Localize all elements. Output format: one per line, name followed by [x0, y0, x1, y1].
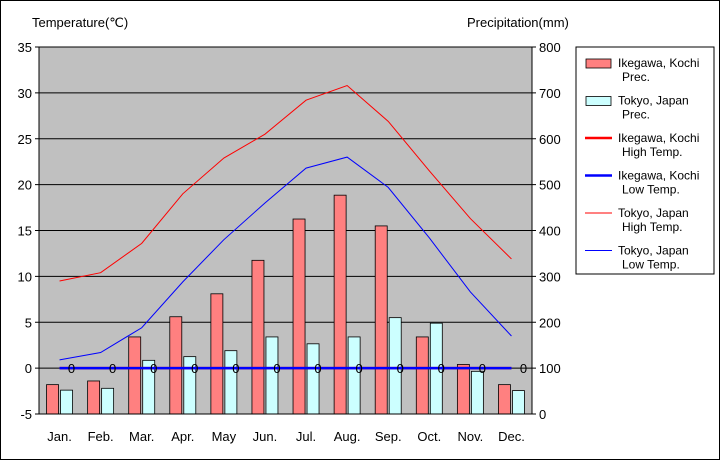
legend-label: Ikegawa, Kochi — [618, 56, 699, 70]
x-tick-label: Nov. — [457, 429, 483, 444]
legend-box — [575, 46, 715, 275]
x-tick-label: Mar. — [129, 429, 154, 444]
right-tick-label: 800 — [539, 40, 561, 55]
legend-swatch — [585, 96, 612, 106]
precip-bar — [210, 293, 224, 415]
legend-label: Prec. — [622, 108, 650, 122]
x-tick-label: Jun. — [253, 429, 278, 444]
precip-bar — [333, 194, 347, 415]
right-tick-label: 700 — [539, 86, 561, 101]
zero-marker: 0 — [109, 361, 116, 376]
precip-bar — [60, 389, 73, 415]
x-axis-ticks: Jan. Feb. Mar. Apr. May Jun. Jul. Aug. Sep. Oct. N… — [47, 429, 525, 444]
right-tick-label: 400 — [539, 224, 561, 239]
temp-line — [59, 156, 512, 361]
zero-marker: 0 — [520, 361, 527, 376]
legend-label: Low Temp. — [622, 183, 680, 197]
legend-label: High Temp. — [622, 220, 682, 234]
x-tick-label: Feb. — [88, 429, 114, 444]
left-tick-label: 15 — [18, 224, 32, 239]
zero-marker: 0 — [356, 361, 363, 376]
right-tick-label: 200 — [539, 315, 561, 330]
precip-bar — [46, 384, 59, 415]
zero-marker: 0 — [232, 361, 239, 376]
right-tick-label: 300 — [539, 269, 561, 284]
right-tick-label: 500 — [539, 178, 561, 193]
legend-label: Tokyo, Japan — [618, 94, 689, 108]
zero-marker: 0 — [68, 361, 75, 376]
x-tick-label: Aug. — [334, 429, 361, 444]
x-tick-label: Oct. — [417, 429, 441, 444]
precip-bar — [415, 336, 429, 415]
legend-label: High Temp. — [622, 145, 682, 159]
left-tick-label: 30 — [18, 86, 32, 101]
x-tick-label: Dec. — [498, 429, 525, 444]
legend-label: Tokyo, Japan — [618, 206, 689, 220]
precip-bar — [292, 218, 306, 415]
zero-marker: 0 — [191, 361, 198, 376]
x-tick-label: Jan. — [47, 429, 72, 444]
temp-lines — [59, 84, 512, 370]
precip-bar — [470, 370, 484, 415]
precip-bar — [87, 380, 101, 415]
precip-bar — [456, 364, 470, 415]
left-tick-label: 25 — [18, 132, 32, 147]
precip-bar — [169, 316, 183, 415]
right-axis-title: Precipitation(mm) — [467, 15, 569, 30]
zero-marker: 0 — [438, 361, 445, 376]
precip-bar — [101, 387, 115, 415]
left-tick-label: 5 — [25, 315, 32, 330]
temp-line — [59, 84, 512, 282]
zero-marker: 0 — [479, 361, 486, 376]
legend-label: Tokyo, Japan — [618, 244, 689, 258]
zero-marker: 0 — [397, 361, 404, 376]
right-tick-label: 100 — [539, 361, 561, 376]
legend-swatch — [585, 58, 612, 69]
x-tick-label: Sep. — [375, 429, 402, 444]
left-axis-ticks: 35 30 25 20 15 10 5 0 -5 — [18, 40, 39, 422]
precip-bars — [46, 194, 525, 415]
x-tick-label: May — [212, 429, 237, 444]
precip-bar — [306, 343, 320, 415]
x-tick-label: Apr. — [171, 429, 194, 444]
x-tick-label: Jul. — [296, 429, 316, 444]
zero-marker: 0 — [314, 361, 321, 376]
left-tick-label: 20 — [18, 178, 32, 193]
zero-marker: 0 — [150, 361, 157, 376]
legend-label: Prec. — [622, 70, 650, 84]
left-tick-label: 35 — [18, 40, 32, 55]
right-tick-label: 0 — [539, 407, 546, 422]
legend-label: Ikegawa, Kochi — [618, 131, 699, 145]
zero-markers: 0 0 0 0 0 0 0 0 0 0 0 0 — [68, 361, 527, 376]
legend-label: Low Temp. — [622, 258, 680, 272]
zero-marker: 0 — [273, 361, 280, 376]
left-tick-label: -5 — [20, 407, 32, 422]
left-tick-label: 0 — [25, 361, 32, 376]
precip-bar — [512, 390, 525, 415]
right-axis-ticks: 800 700 600 500 400 300 200 100 0 — [532, 40, 561, 422]
precip-bar — [251, 259, 265, 415]
precip-bar — [374, 225, 388, 415]
left-axis-title: Temperature(℃) — [32, 15, 128, 30]
legend-label: Ikegawa, Kochi — [618, 169, 699, 183]
left-tick-label: 10 — [18, 269, 32, 284]
right-tick-label: 600 — [539, 132, 561, 147]
precip-bar — [498, 384, 511, 415]
precip-bar — [128, 336, 142, 415]
